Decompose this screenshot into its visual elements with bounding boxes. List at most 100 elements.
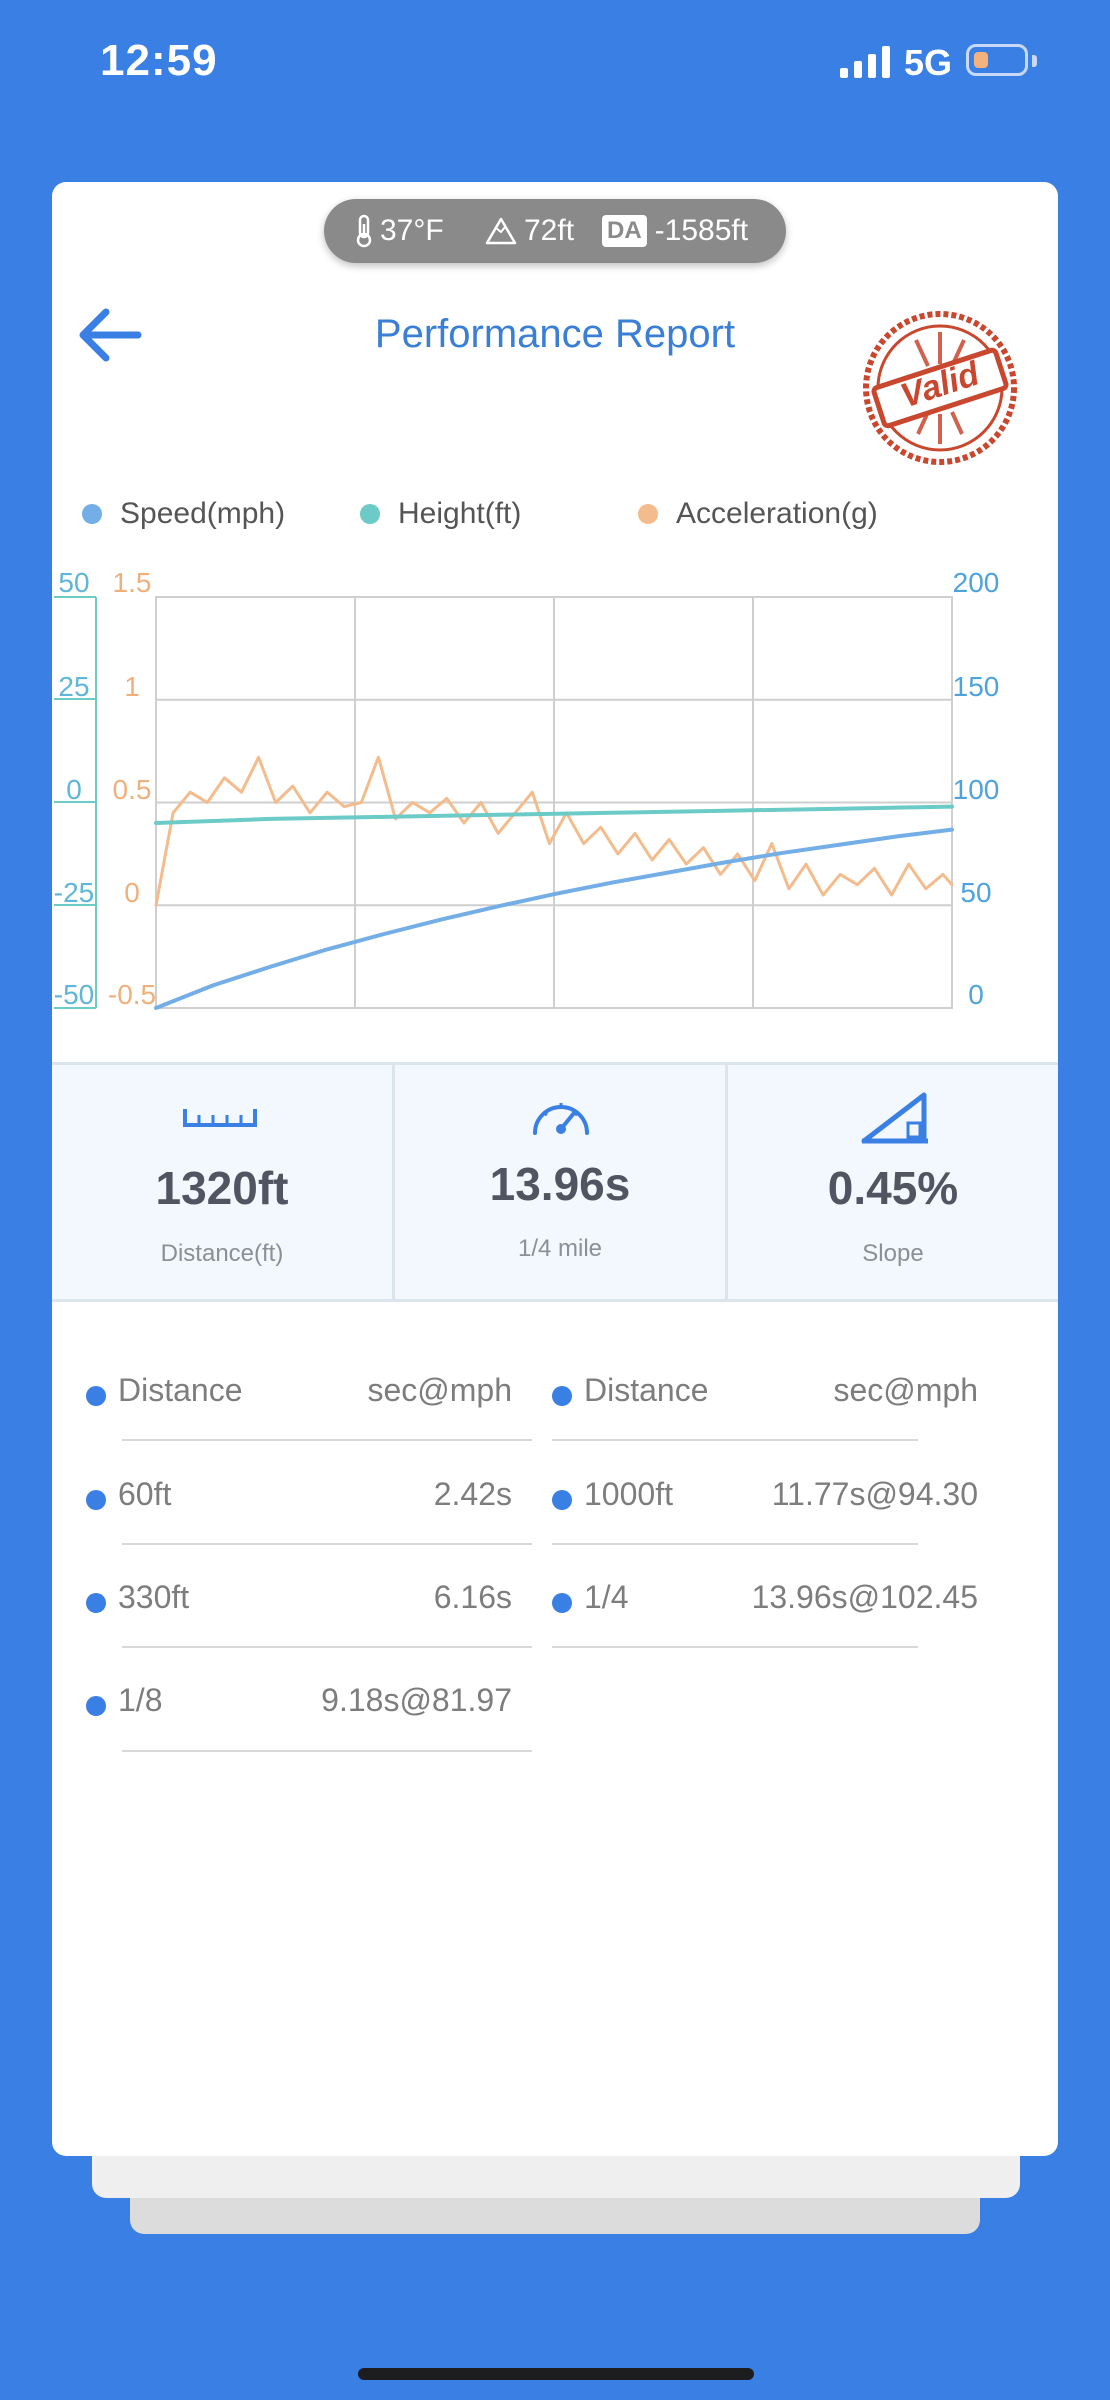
- da-badge: DA: [602, 215, 647, 247]
- stat-quarter-mile: 13.96s 1/4 mile: [395, 1065, 725, 1299]
- split-row-eighth: 1/8 9.18s@81.97: [86, 1682, 512, 1732]
- legend-acceleration-dot: [638, 504, 658, 524]
- stat-slope-value: 0.45%: [827, 1162, 959, 1214]
- legend-height-label: Height(ft): [398, 497, 522, 530]
- split-row-330ft: 330ft 6.16s: [86, 1579, 512, 1629]
- slope-icon: [861, 1092, 928, 1144]
- speed-series-line: [154, 827, 954, 1010]
- acceleration-tick-label: 0: [124, 877, 140, 908]
- split-label: 60ft: [118, 1476, 172, 1512]
- stat-slope: 0.45% Slope: [728, 1065, 1058, 1299]
- split-dot: [552, 1490, 572, 1510]
- home-indicator[interactable]: [358, 2368, 754, 2380]
- split-row-60ft: 60ft 2.42s: [86, 1476, 512, 1526]
- height-tick-label: -50: [54, 979, 94, 1010]
- split-value: 9.18s@81.97: [321, 1682, 512, 1718]
- split-header-value: sec@mph: [367, 1372, 512, 1408]
- status-time: 12:59: [100, 36, 218, 85]
- acceleration-tick-label: 0.5: [113, 774, 152, 805]
- split-value: 13.96s@102.45: [751, 1579, 978, 1615]
- split-label: 330ft: [118, 1579, 190, 1615]
- height-axis: [54, 596, 97, 1009]
- split-label: 1/8: [118, 1682, 163, 1718]
- valid-stamp: Valid: [858, 306, 1022, 470]
- density-altitude-item: DA -1585ft: [602, 199, 748, 263]
- acceleration-tick-label: 1.5: [113, 567, 152, 598]
- split-label: 1/4: [584, 1579, 629, 1615]
- summary-stats: 1320ft Distance(ft) 13.96s 1/4 mile 0: [52, 1062, 1058, 1302]
- signal-icon: [840, 46, 890, 78]
- split-header-value: sec@mph: [833, 1372, 978, 1408]
- split-dot: [552, 1593, 572, 1613]
- split-value: 11.77s@94.30: [771, 1476, 978, 1512]
- split-divider: [122, 1646, 532, 1648]
- speed-tick-label: 50: [960, 877, 991, 908]
- chart-grid: [155, 596, 953, 1009]
- density-altitude-value: -1585ft: [654, 214, 749, 247]
- height-tick-label: -25: [54, 877, 94, 908]
- stat-distance: 1320ft Distance(ft): [52, 1065, 392, 1299]
- split-dot: [86, 1593, 106, 1613]
- split-header-right: Distance sec@mph: [552, 1372, 978, 1422]
- height-tick-label: 0: [66, 774, 82, 805]
- legend-height[interactable]: Height(ft): [360, 494, 521, 534]
- split-header-label: Distance: [584, 1372, 709, 1408]
- stat-distance-value: 1320ft: [155, 1162, 289, 1214]
- split-dot: [86, 1696, 106, 1716]
- split-row-1000ft: 1000ft 11.77s@94.30: [552, 1476, 978, 1526]
- legend-speed[interactable]: Speed(mph): [82, 494, 285, 534]
- thermometer-icon: [356, 214, 372, 248]
- split-header-left: Distance sec@mph: [86, 1372, 512, 1422]
- performance-card: 37°F 72ft DA -1585ft Performance Report: [52, 182, 1058, 2156]
- stat-divider: [725, 1065, 728, 1299]
- stat-divider: [392, 1065, 395, 1299]
- acceleration-tick-label: 1: [124, 671, 140, 702]
- split-header-label: Distance: [118, 1372, 243, 1408]
- temperature-value: 37°F: [380, 214, 444, 247]
- split-dot: [552, 1386, 572, 1406]
- battery-tip: [1032, 55, 1037, 67]
- status-bar: 12:59 5G: [0, 0, 1110, 130]
- stat-time-label: 1/4 mile: [517, 1235, 603, 1262]
- speed-tick-label: 150: [953, 671, 1000, 702]
- split-divider: [552, 1439, 918, 1441]
- split-divider: [122, 1439, 532, 1441]
- legend-acceleration-label: Acceleration(g): [676, 497, 878, 530]
- split-dot: [86, 1386, 106, 1406]
- speed-tick-label: 0: [968, 979, 984, 1010]
- legend-speed-dot: [82, 504, 102, 524]
- performance-chart: 50 25 0 -25 -50 1.5 1 0.5 0 -0.5 200 150 100 50 0: [54, 567, 1000, 1010]
- temperature-item: 37°F: [354, 199, 444, 263]
- split-row-quarter: 1/4 13.96s@102.45: [552, 1579, 978, 1629]
- speedometer-icon: [533, 1103, 589, 1135]
- chart-series: [154, 755, 954, 1010]
- split-value: 6.16s: [433, 1579, 512, 1615]
- acceleration-tick-label: -0.5: [108, 979, 156, 1010]
- height-tick-label: 50: [58, 567, 89, 598]
- back-arrow-icon[interactable]: [76, 306, 142, 364]
- axis-ticks: 50 25 0 -25 -50 1.5 1 0.5 0 -0.5 200 150 100 50 0: [54, 567, 1000, 1010]
- battery-icon: [966, 44, 1028, 76]
- legend-height-dot: [360, 504, 380, 524]
- ruler-icon: [183, 1109, 257, 1127]
- split-divider: [122, 1750, 532, 1752]
- conditions-pill: 37°F 72ft DA -1585ft: [324, 199, 786, 263]
- stamp-icon: [863, 311, 1017, 465]
- height-tick-label: 25: [58, 671, 89, 702]
- speed-tick-label: 200: [953, 567, 1000, 598]
- split-divider: [552, 1646, 918, 1648]
- stat-distance-label: Distance(ft): [160, 1240, 284, 1267]
- stat-slope-label: Slope: [862, 1240, 924, 1267]
- network-label: 5G: [904, 42, 953, 83]
- elevation-value: 72ft: [524, 214, 575, 247]
- acceleration-series-line: [154, 755, 954, 907]
- split-dot: [86, 1490, 106, 1510]
- legend-acceleration[interactable]: Acceleration(g): [638, 494, 878, 534]
- stat-time-value: 13.96s: [489, 1158, 631, 1210]
- mountain-icon: [485, 217, 517, 245]
- height-series-line: [154, 804, 954, 825]
- speed-tick-label: 100: [953, 774, 1000, 805]
- legend-speed-label: Speed(mph): [120, 497, 286, 530]
- split-label: 1000ft: [584, 1476, 673, 1512]
- page-title: Performance Report: [374, 312, 736, 356]
